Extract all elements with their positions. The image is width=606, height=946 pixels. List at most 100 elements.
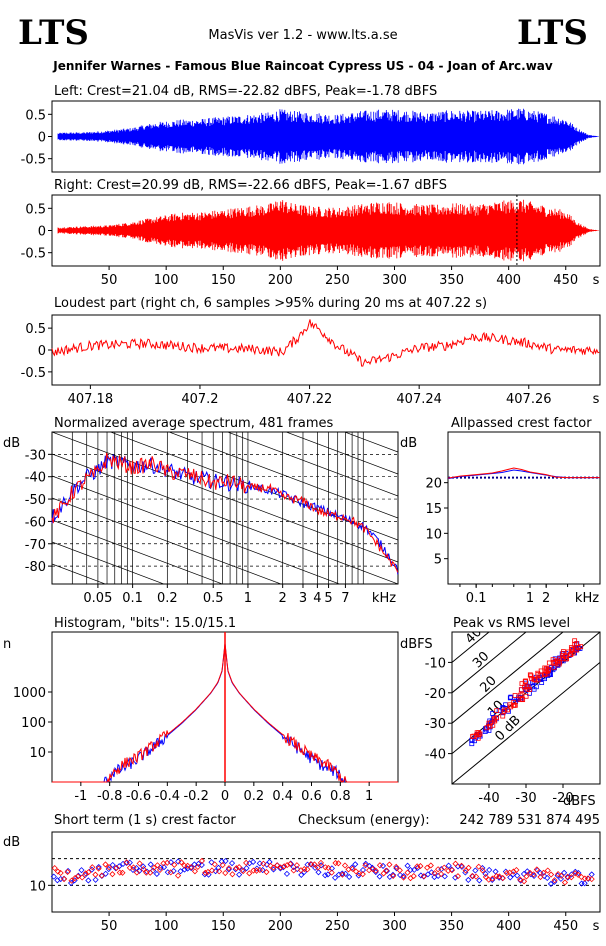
right-waveform-xtick-label: 150 (211, 273, 236, 288)
spectrum-ytick-label: -70 (25, 538, 46, 553)
stc-point-right (284, 862, 291, 869)
pvr-point-right (572, 647, 578, 653)
spectrum-ylabel: dB (3, 436, 20, 451)
histogram-xtick-label: 0.2 (243, 789, 264, 804)
spectrum-slope-line (168, 432, 398, 519)
stc-point-right (105, 864, 113, 871)
loudest-part-xtick-label: 407.24 (396, 392, 442, 407)
stc-point-right (82, 870, 89, 877)
pvr-point-right (561, 649, 566, 655)
stc-point-right (458, 862, 465, 869)
stc-point-right (352, 868, 360, 875)
pvr-point-right (565, 649, 571, 655)
loudest-part-xtick-label: 407.22 (287, 392, 333, 407)
spectrum-ytick-label: -60 (25, 515, 46, 530)
stc-point-right (270, 864, 277, 871)
spectrum-series-right (51, 452, 399, 573)
stc-point-right (548, 871, 555, 878)
stc-point-left (188, 865, 195, 872)
stc-point-right (410, 873, 417, 880)
stc-point-right (564, 873, 571, 880)
crest-ytick-label: 5 (434, 553, 442, 568)
stc-xtick-label: 250 (325, 919, 350, 934)
pvr-xlabel: dBFS (563, 794, 596, 809)
stc-point-right (496, 873, 503, 880)
stc-point-right (533, 866, 540, 873)
stc-point-left (153, 870, 160, 878)
stc-point-left (359, 866, 367, 874)
stc-point-right (51, 865, 58, 872)
loudest-part-ytick-label: 0 (38, 344, 46, 359)
pvr-ytick-label: -20 (425, 687, 446, 702)
stc-point-left (544, 874, 551, 882)
stc-point-left (50, 873, 57, 880)
spectrum-xtick-label: 1 (244, 591, 252, 606)
loudest-part-frame (51, 314, 601, 386)
stc-point-right (119, 869, 126, 876)
stc-point-right (54, 868, 61, 875)
pvr-crest-line (452, 632, 564, 724)
pvr-point-right (487, 724, 493, 729)
stc-point-right (424, 864, 431, 871)
pvr-point-right (512, 693, 518, 698)
crest-xtick-label: 1 (526, 591, 534, 606)
stc-point-left (170, 867, 177, 875)
spectrum-slope-line (285, 432, 398, 475)
stc-point-left (578, 880, 585, 887)
histogram-xtick-label: 0.8 (330, 789, 351, 804)
pvr-crest-label: 20 (478, 673, 500, 695)
stc-point-right (281, 863, 288, 870)
stc-point-right (390, 872, 397, 879)
pvr-crest-line (452, 632, 600, 755)
stc-point-left (561, 869, 568, 876)
stc-point-right (400, 874, 407, 881)
stc-point-right (188, 864, 195, 871)
pvr-crest-line (452, 661, 600, 784)
pvr-point-right (568, 645, 574, 650)
stc-xtick-label: 200 (268, 919, 293, 934)
stc-point-right (420, 873, 427, 880)
stc-point-left (445, 862, 452, 869)
stc-point-right (537, 873, 544, 881)
histogram-xtick-label: -0.8 (97, 789, 122, 804)
stc-point-right (222, 869, 229, 877)
stc-point-right (517, 876, 524, 883)
stc-point-right (540, 869, 547, 876)
stc-point-right (314, 864, 321, 871)
stc-point-left (215, 864, 222, 871)
stc-point-left (181, 866, 188, 873)
crest-frame (447, 431, 601, 585)
stc-point-right (64, 868, 71, 876)
stc-point-right (469, 873, 476, 880)
pvr-point-right (524, 684, 529, 690)
stc-point-right (154, 862, 161, 869)
pvr-point-right (522, 679, 528, 684)
pvr-ytick-label: -30 (425, 717, 446, 732)
histogram-xtick-label: 0.6 (301, 789, 322, 804)
pvr-point-right (528, 675, 534, 681)
stc-point-right (523, 873, 530, 880)
stc-point-right (417, 863, 424, 870)
stc-point-right (551, 877, 558, 884)
loudest-part-line (51, 319, 600, 367)
stc-point-right (236, 864, 243, 871)
spectrum-xunit: kHz (372, 591, 396, 606)
pvr-point-right (505, 707, 510, 713)
pvr-point-left (533, 684, 539, 690)
histogram-xtick-label: -0.2 (183, 789, 208, 804)
stc-point-right (473, 873, 480, 880)
stc-point-left (116, 863, 123, 870)
stc-point-right (438, 870, 445, 878)
checksum-label: Checksum (energy): (298, 813, 430, 828)
left-waveform-line (57, 108, 599, 165)
stc-point-left (283, 870, 291, 877)
stc-point-left (324, 871, 331, 878)
histogram-xtick-label: -0.4 (155, 789, 180, 804)
stc-point-right (584, 875, 592, 882)
stc-point-left (397, 871, 404, 879)
stc-point-left (581, 880, 588, 887)
stc-point-left (441, 873, 448, 880)
stc-point-left (332, 874, 339, 881)
left-waveform-ytick-label: -0.5 (21, 153, 46, 168)
pvr-point-right (511, 699, 517, 705)
